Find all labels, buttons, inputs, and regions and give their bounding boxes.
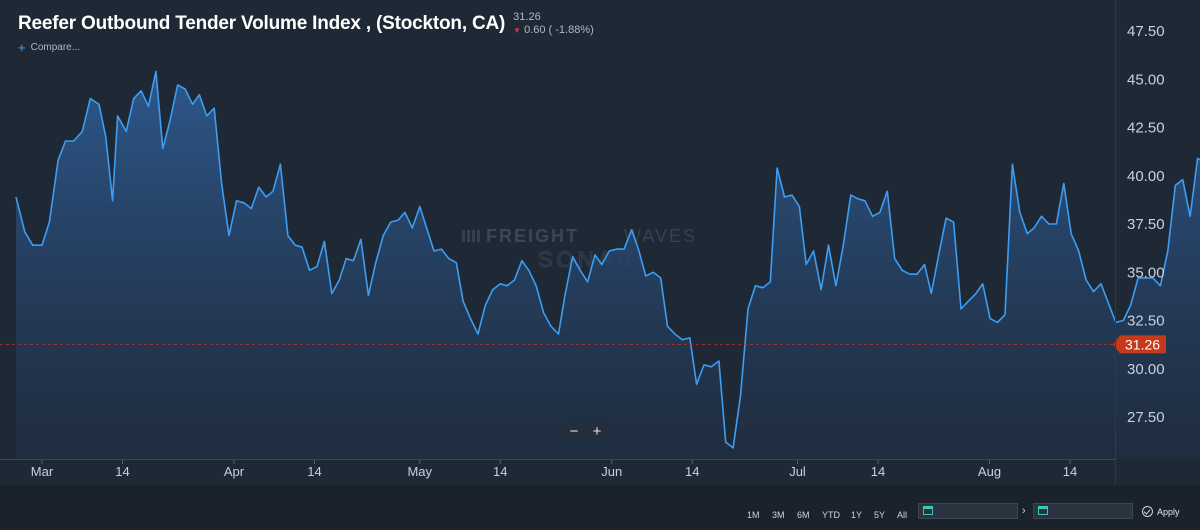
quote: 31.26 ▼ 0.60 ( -1.88%) bbox=[513, 11, 594, 37]
chart-title: Reefer Outbound Tender Volume Index , (S… bbox=[18, 13, 506, 34]
watermark: FREIGHT WAVES SONAR bbox=[462, 226, 697, 273]
x-tick-label: 14 bbox=[115, 464, 129, 479]
last-value-tag-label: 31.26 bbox=[1125, 336, 1160, 352]
x-tick-label: Mar bbox=[31, 464, 54, 479]
y-tick-label: 45.00 bbox=[1127, 71, 1165, 88]
watermark-text-light: WAVES bbox=[624, 226, 697, 246]
y-tick-label: 37.50 bbox=[1127, 216, 1165, 233]
toolbar bbox=[0, 485, 1200, 530]
zoom-controls-bg bbox=[562, 422, 608, 440]
change-text: 0.60 ( -1.88%) bbox=[524, 24, 594, 36]
range-ytd-button[interactable]: YTD bbox=[822, 510, 840, 520]
zoom-controls: − + bbox=[562, 422, 608, 440]
x-tick-label: Aug bbox=[978, 464, 1001, 479]
x-tick-label: Apr bbox=[224, 464, 245, 479]
x-tick-label: 14 bbox=[307, 464, 321, 479]
range-6m-button[interactable]: 6M bbox=[797, 510, 810, 520]
series-area bbox=[16, 71, 1200, 459]
x-tick-label: 14 bbox=[493, 464, 507, 479]
chevron-right-icon: › bbox=[1022, 505, 1026, 517]
y-tick-label: 32.50 bbox=[1127, 313, 1165, 330]
down-arrow-icon: ▼ bbox=[513, 26, 522, 35]
x-tick-label: Jun bbox=[601, 464, 622, 479]
y-tick-label: 30.00 bbox=[1127, 361, 1165, 378]
x-axis: Mar 14 Apr 14 May 14 Jun 14 Jul 14 Aug 14 bbox=[31, 459, 1077, 479]
compare-button[interactable]: + Compare... bbox=[18, 39, 81, 55]
y-axis: 27.50 30.00 32.50 35.00 37.50 40.00 42.50 45.00… bbox=[1113, 23, 1166, 426]
end-date-input[interactable] bbox=[1033, 503, 1133, 519]
y-tick-label: 27.50 bbox=[1127, 409, 1165, 426]
watermark-text-bold: FREIGHT bbox=[486, 226, 579, 246]
header: Reefer Outbound Tender Volume Index , (S… bbox=[18, 10, 594, 38]
y-tick-label: 40.00 bbox=[1127, 168, 1165, 185]
x-tick-label: 14 bbox=[871, 464, 885, 479]
check-circle-icon bbox=[1142, 506, 1153, 517]
apply-label: Apply bbox=[1157, 506, 1180, 517]
chart-svg: FREIGHT WAVES SONAR 27.50 30.00 32.50 35.00… bbox=[0, 0, 1200, 485]
zoom-out-button[interactable]: − bbox=[570, 423, 579, 440]
range-5y-button[interactable]: 5Y bbox=[874, 510, 886, 520]
range-1m-button[interactable]: 1M bbox=[747, 510, 760, 520]
range-3m-button[interactable]: 3M bbox=[772, 510, 785, 520]
x-tick-label: 14 bbox=[685, 464, 699, 479]
watermark-logo-icon bbox=[462, 230, 480, 242]
y-tick-label: 47.50 bbox=[1127, 23, 1165, 40]
x-tick-label: 14 bbox=[1063, 464, 1077, 479]
calendar-icon bbox=[1038, 506, 1048, 515]
apply-button[interactable]: Apply bbox=[1142, 506, 1180, 517]
series-line bbox=[15, 70, 1200, 449]
range-1y-button[interactable]: 1Y bbox=[851, 510, 863, 520]
plot-area bbox=[0, 70, 1200, 459]
x-tick-label: Jul bbox=[789, 464, 806, 479]
zoom-in-button[interactable]: + bbox=[593, 423, 602, 440]
calendar-icon bbox=[923, 506, 933, 515]
range-all-button[interactable]: All bbox=[897, 510, 908, 520]
y-tick-label: 35.00 bbox=[1127, 264, 1165, 281]
change: ▼ 0.60 ( -1.88%) bbox=[513, 24, 594, 37]
chart-panel: FREIGHT WAVES SONAR 27.50 30.00 32.50 35.00… bbox=[0, 0, 1200, 485]
x-tick-label: May bbox=[407, 464, 432, 479]
compare-label: Compare... bbox=[30, 42, 81, 53]
start-date-input[interactable] bbox=[918, 503, 1018, 519]
last-value: 31.26 bbox=[513, 11, 541, 23]
last-value-tag bbox=[1113, 335, 1166, 354]
y-tick-label: 42.50 bbox=[1127, 120, 1165, 137]
plus-icon: + bbox=[18, 39, 26, 55]
